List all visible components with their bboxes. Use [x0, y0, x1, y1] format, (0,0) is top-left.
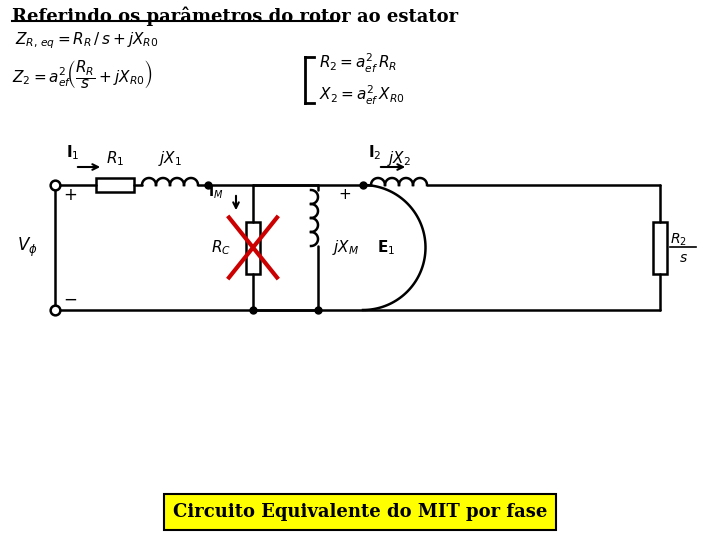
Text: $Z_{R,\,eq} = R_R\,/\,s + jX_{R0}$: $Z_{R,\,eq} = R_R\,/\,s + jX_{R0}$	[15, 30, 158, 51]
Text: $R_1$: $R_1$	[106, 149, 124, 168]
Text: $\mathbf{I}_1$: $\mathbf{I}_1$	[66, 143, 80, 161]
Text: $jX_M$: $jX_M$	[332, 238, 359, 257]
Text: $X_2 = a^2_{ef}\,X_{R0}$: $X_2 = a^2_{ef}\,X_{R0}$	[319, 84, 405, 107]
Text: $\mathbf{I}_2$: $\mathbf{I}_2$	[368, 143, 382, 161]
Text: $s$: $s$	[678, 251, 688, 265]
Text: $+$: $+$	[63, 187, 77, 204]
Text: $R_C$: $R_C$	[211, 238, 231, 257]
Text: Referindo os parâmetros do rotor ao estator: Referindo os parâmetros do rotor ao esta…	[12, 6, 458, 25]
Text: $R_2$: $R_2$	[670, 231, 687, 248]
Text: $+$: $+$	[338, 188, 351, 202]
Text: $jX_1$: $jX_1$	[158, 149, 182, 168]
Text: $V_\phi$: $V_\phi$	[17, 236, 37, 259]
Text: $\mathbf{I}_M$: $\mathbf{I}_M$	[208, 185, 224, 201]
Text: $\mathbf{E}_1$: $\mathbf{E}_1$	[377, 238, 395, 257]
Bar	[653, 221, 667, 273]
Text: $R_2 = a^2_{ef}\,R_R$: $R_2 = a^2_{ef}\,R_R$	[319, 52, 397, 75]
Bar	[96, 178, 134, 192]
Bar	[246, 221, 260, 273]
Text: $jX_2$: $jX_2$	[387, 149, 411, 168]
Text: $Z_2 = a^2_{ef}\!\left(\dfrac{R_R}{s} + jX_{R0}\right)$: $Z_2 = a^2_{ef}\!\left(\dfrac{R_R}{s} + …	[12, 58, 153, 91]
Text: Circuito Equivalente do MIT por fase: Circuito Equivalente do MIT por fase	[173, 503, 547, 521]
Text: $-$: $-$	[63, 291, 77, 308]
